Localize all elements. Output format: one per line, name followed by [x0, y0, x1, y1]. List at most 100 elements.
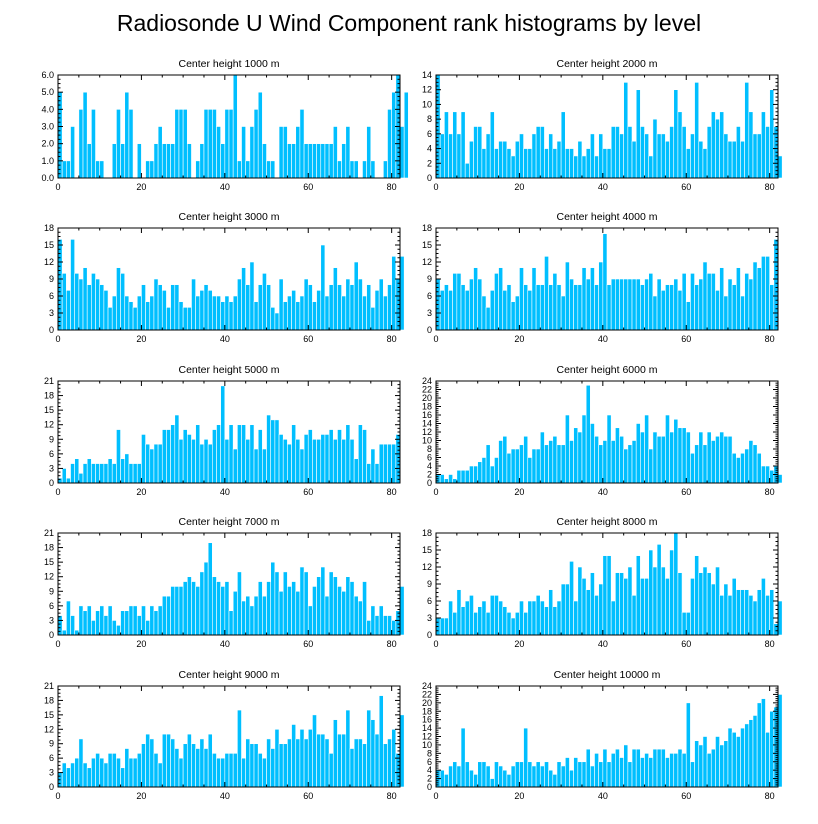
x-tick-label: 20	[514, 791, 524, 801]
histogram-bar	[765, 595, 770, 636]
histogram-bar	[615, 748, 620, 788]
histogram-bar	[291, 724, 297, 788]
histogram-bar	[627, 278, 633, 331]
histogram-bar	[161, 429, 167, 484]
histogram-bar	[220, 586, 226, 636]
histogram-bar	[498, 440, 504, 484]
histogram-bar	[494, 761, 499, 788]
histogram-bar	[727, 595, 733, 636]
y-tick-label: 6.0	[41, 70, 54, 80]
histogram-bar	[291, 143, 297, 179]
histogram-bar	[502, 769, 508, 788]
histogram-bar	[295, 738, 301, 788]
histogram-bar	[128, 463, 134, 484]
histogram-bar	[581, 155, 587, 179]
histogram-bar	[660, 133, 666, 179]
histogram-bar	[70, 126, 75, 179]
histogram-bar	[598, 261, 604, 331]
histogram-bar	[220, 143, 226, 179]
histogram-bar	[249, 261, 255, 331]
histogram-bar	[282, 301, 288, 331]
x-tick-label: 40	[598, 334, 608, 344]
histogram-bar	[640, 126, 645, 179]
histogram-bar	[481, 600, 487, 636]
histogram-bar	[195, 160, 201, 179]
histogram-bar	[673, 278, 679, 331]
histogram-bar	[706, 126, 712, 179]
y-tick-label: 12	[44, 257, 54, 267]
histogram-bar	[635, 278, 641, 331]
histogram-bar	[460, 727, 466, 788]
histogram-bar	[282, 126, 288, 179]
histogram-bar	[652, 118, 658, 179]
histogram-bar	[685, 148, 691, 179]
histogram-bar	[514, 448, 520, 484]
histogram-bar	[132, 307, 138, 331]
histogram-bar	[773, 623, 779, 636]
histogram-bar	[502, 435, 508, 484]
histogram-bar	[619, 757, 624, 788]
histogram-bar	[719, 744, 725, 788]
histogram-bar	[727, 140, 733, 179]
x-tick-label: 60	[303, 791, 313, 801]
histogram-bar	[448, 290, 453, 331]
histogram-bar	[535, 284, 541, 331]
histogram-bar	[91, 757, 96, 788]
histogram-bar	[253, 109, 259, 179]
histogram-bar	[573, 600, 579, 636]
histogram-bar	[519, 133, 524, 179]
histogram-bar	[548, 440, 554, 484]
histogram-bar	[111, 620, 117, 636]
histogram-bar	[324, 143, 330, 179]
histogram-bar	[448, 600, 453, 636]
histogram-bar	[174, 748, 180, 788]
histogram-bar	[316, 438, 322, 484]
histogram-bar	[577, 140, 583, 179]
histogram-bar	[228, 109, 234, 179]
histogram-bar	[274, 571, 280, 636]
histogram-bar	[136, 143, 142, 179]
y-tick-label: 12	[44, 724, 54, 734]
histogram-bar	[769, 710, 775, 788]
histogram-bar	[539, 126, 545, 179]
histogram-bar	[710, 748, 716, 788]
histogram-bar	[91, 273, 96, 331]
histogram-bar	[57, 239, 63, 331]
histogram-bar	[345, 424, 351, 484]
histogram-bar	[444, 774, 449, 788]
histogram-bar	[606, 555, 612, 636]
histogram-bar	[399, 126, 405, 179]
histogram-bar	[531, 133, 537, 179]
histogram-bar	[756, 133, 762, 179]
histogram-bar	[640, 431, 645, 484]
histogram-bar	[656, 748, 662, 788]
histogram-bar	[635, 423, 641, 484]
histogram-bar	[715, 566, 720, 636]
histogram-bar	[403, 91, 409, 179]
histogram-bar	[312, 143, 317, 179]
histogram-bar	[207, 109, 213, 179]
histogram-bar	[216, 757, 221, 788]
y-tick-label: 9	[49, 274, 54, 284]
histogram-bar	[560, 765, 566, 788]
histogram-bar	[349, 581, 355, 636]
histogram-bar	[182, 743, 188, 788]
y-tick-label: 0	[427, 173, 432, 183]
histogram-bar	[212, 295, 217, 331]
histogram-bar	[228, 753, 234, 788]
histogram-bar	[82, 91, 88, 179]
y-tick-label: 12	[44, 420, 54, 430]
histogram-bar	[387, 738, 392, 788]
histogram-bar	[186, 307, 192, 331]
y-tick-label: 16	[422, 715, 432, 725]
histogram-bar	[761, 698, 766, 788]
histogram-bar	[70, 463, 75, 484]
histogram-bar	[581, 267, 587, 331]
histogram-bar	[232, 295, 238, 331]
histogram-bar	[199, 143, 205, 179]
histogram-bar	[685, 702, 691, 788]
histogram-bar	[391, 620, 397, 636]
histogram-bar	[237, 278, 242, 331]
histogram-bar	[544, 148, 549, 179]
histogram-bar	[161, 733, 167, 788]
